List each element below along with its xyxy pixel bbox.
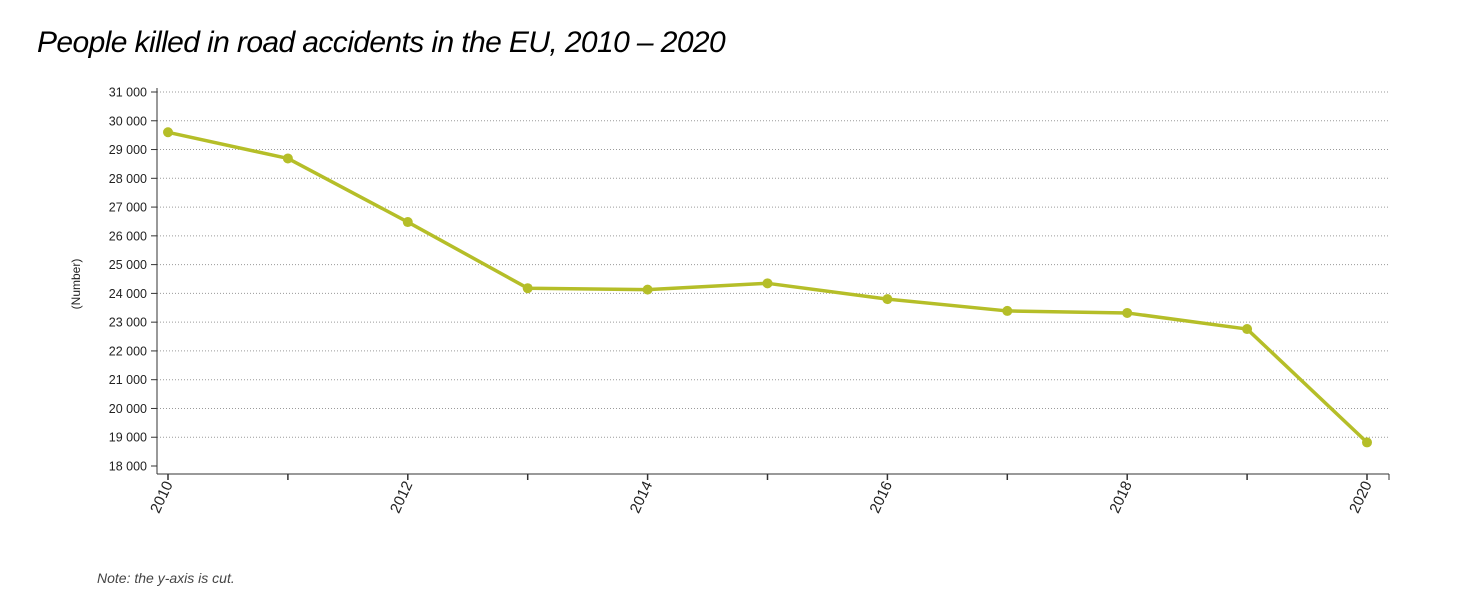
data-point <box>1362 437 1372 448</box>
data-point <box>642 284 653 295</box>
x-tick-label: 2010 <box>147 479 177 516</box>
y-tick-label: 22 000 <box>109 344 147 358</box>
data-point <box>882 294 893 305</box>
x-tick-label: 2012 <box>387 479 417 516</box>
chart-title: People killed in road accidents in the E… <box>37 26 726 59</box>
x-tick-label: 2018 <box>1106 479 1136 516</box>
y-tick-label: 21 000 <box>109 373 147 387</box>
y-axis-ticks: 18 000 19 000 20 000 21 000 22 000 23 000 24 0… <box>109 86 157 474</box>
x-axis-ticks: 2010 2012 2014 2016 2018 2020 <box>147 474 1390 516</box>
x-tick-label: 2014 <box>627 479 657 516</box>
axes <box>156 88 1389 475</box>
y-tick-label: 31 000 <box>109 86 147 100</box>
y-tick-label: 29 000 <box>109 143 147 157</box>
chart-note: Note: the y-axis is cut. <box>97 570 235 586</box>
data-point <box>1002 305 1013 316</box>
data-point <box>282 153 293 164</box>
y-tick-label: 27 000 <box>109 201 147 215</box>
y-tick-label: 25 000 <box>109 258 147 272</box>
y-axis-title: (Number) <box>69 259 83 310</box>
data-point <box>762 278 773 289</box>
data-point <box>402 217 413 228</box>
data-point <box>163 127 173 138</box>
data-series <box>163 127 1372 448</box>
line-chart: 18 000 19 000 20 000 21 000 22 000 23 000 24 0… <box>69 86 1390 516</box>
y-tick-label: 28 000 <box>109 172 147 186</box>
data-point <box>522 283 533 294</box>
x-tick-label: 2016 <box>867 479 897 516</box>
y-tick-label: 30 000 <box>109 114 147 128</box>
gridlines <box>157 91 1389 438</box>
y-tick-label: 18 000 <box>109 460 147 474</box>
y-tick-label: 20 000 <box>109 402 147 416</box>
y-tick-label: 24 000 <box>109 287 147 301</box>
x-tick-label: 2020 <box>1346 479 1376 516</box>
data-point <box>1122 307 1133 318</box>
y-tick-label: 23 000 <box>109 316 147 330</box>
data-point <box>1242 324 1253 335</box>
y-tick-label: 26 000 <box>109 229 147 243</box>
y-tick-label: 19 000 <box>109 431 147 445</box>
